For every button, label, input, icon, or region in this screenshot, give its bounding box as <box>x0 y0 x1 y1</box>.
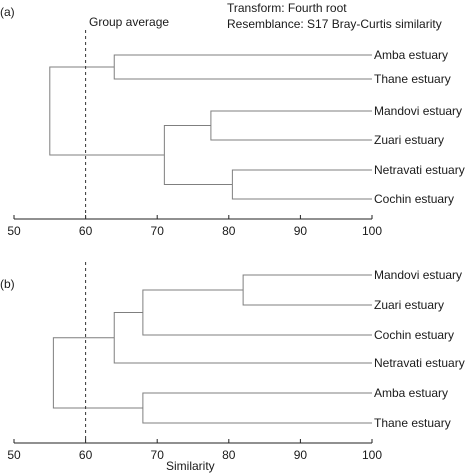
dendrogram-branch <box>231 169 372 200</box>
panel-label: (a) <box>0 5 15 19</box>
x-tick-label: 70 <box>151 224 165 238</box>
x-tick-label: 90 <box>294 448 308 462</box>
panels: (a) Amba estuary Thane estuary Mandovi estu… <box>0 5 465 462</box>
leaf-label: Mandovi estuary <box>374 104 462 118</box>
x-tick-label: 60 <box>79 448 93 462</box>
leaf-label: Cochin estuary <box>374 192 454 206</box>
leaf-label: Amba estuary <box>374 386 448 400</box>
leaf-label: Netravati estuary <box>374 163 465 177</box>
x-tick-label: 50 <box>7 224 21 238</box>
leaf-label: Zuari estuary <box>374 298 444 312</box>
x-tick-label: 80 <box>222 448 236 462</box>
x-tick-label: 100 <box>362 224 382 238</box>
resemblance-annotation: Resemblance: S17 Bray-Curtis similarity <box>227 17 442 31</box>
x-tick-label: 60 <box>79 224 93 238</box>
x-tick-label: 90 <box>294 224 308 238</box>
leaf-label: Zuari estuary <box>374 133 444 147</box>
leaf-label: Thane estuary <box>374 72 451 86</box>
leaf-label: Amba estuary <box>374 48 448 62</box>
panel-label: (b) <box>0 277 15 291</box>
dendrogram-branch <box>52 337 143 409</box>
x-tick-label: 50 <box>7 448 21 462</box>
dendrogram-branch <box>242 274 372 306</box>
dendrogram-branch <box>210 110 372 141</box>
leaf-label: Mandovi estuary <box>374 268 462 282</box>
leaf-label: Netravati estuary <box>374 356 465 370</box>
x-tick-label: 100 <box>362 448 382 462</box>
dendrogram-branch <box>49 66 165 156</box>
dendrogram-panel: (b) Mandovi estuary Zuari estuary Cochin es… <box>0 262 465 462</box>
leaf-label: Cochin estuary <box>374 328 454 342</box>
transform-annotation: Transform: Fourth root <box>227 1 347 15</box>
dendrogram-branch <box>113 54 372 80</box>
dendrogram-branch <box>142 392 372 424</box>
dendrogram-branch <box>163 125 233 185</box>
x-axis-title: Similarity <box>166 459 215 473</box>
x-tick-label: 70 <box>151 448 165 462</box>
group-average-label: Group average <box>89 15 169 29</box>
dendrogram-branch <box>113 312 372 364</box>
x-tick-label: 80 <box>222 224 236 238</box>
leaf-label: Thane estuary <box>374 416 451 430</box>
dendrogram-panel: (a) Amba estuary Thane estuary Mandovi estu… <box>0 5 465 238</box>
dendrogram-branch <box>142 289 372 336</box>
